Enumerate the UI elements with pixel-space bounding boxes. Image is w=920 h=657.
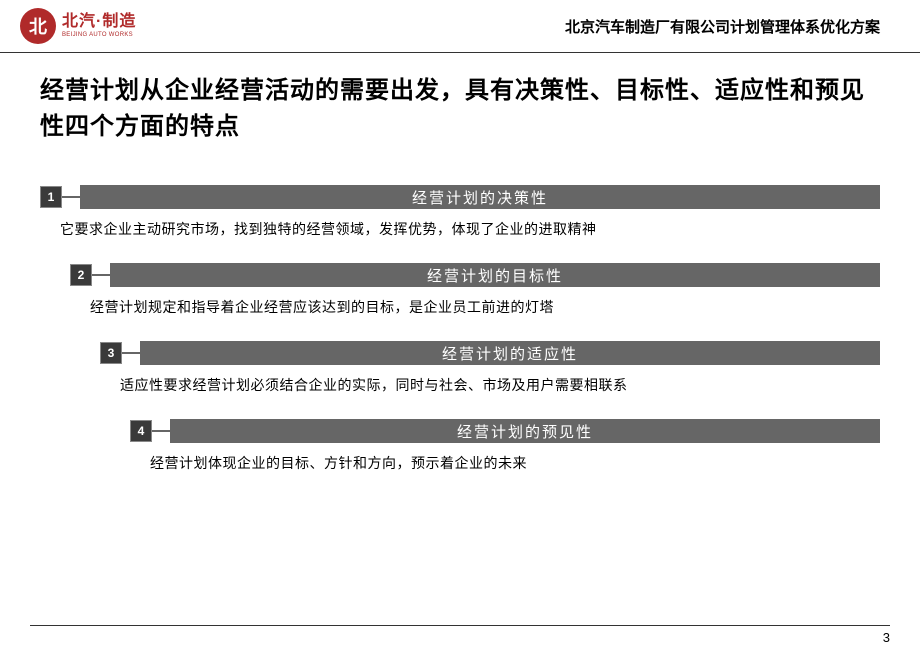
- logo-symbol: 北: [29, 13, 47, 39]
- page-footer: 3: [30, 625, 890, 645]
- logo-cn: 北汽·制造: [62, 14, 136, 30]
- item-description: 经营计划体现企业的目标、方针和方向，预示着企业的未来: [150, 443, 880, 479]
- list-item: 2 经营计划的目标性 经营计划规定和指导着企业经营应该达到的目标，是企业员工前进…: [40, 263, 880, 323]
- connector-line: [92, 274, 110, 276]
- item-description: 经营计划规定和指导着企业经营应该达到的目标，是企业员工前进的灯塔: [90, 287, 880, 323]
- item-number: 4: [130, 420, 152, 442]
- logo-icon: 北: [20, 8, 56, 44]
- item-title-bar: 经营计划的预见性: [170, 419, 880, 443]
- connector-line: [62, 196, 80, 198]
- item-header: 3 经营计划的适应性: [40, 341, 880, 365]
- logo-en: BEIJING AUTO WORKS: [62, 32, 136, 38]
- item-number: 1: [40, 186, 62, 208]
- items-list: 1 经营计划的决策性 它要求企业主动研究市场，找到独特的经营领域，发挥优势，体现…: [0, 155, 920, 479]
- connector-line: [152, 430, 170, 432]
- main-title: 经营计划从企业经营活动的需要出发，具有决策性、目标性、适应性和预见性四个方面的特…: [0, 53, 920, 155]
- logo-area: 北 北汽·制造 BEIJING AUTO WORKS: [20, 8, 136, 44]
- item-title-bar: 经营计划的决策性: [80, 185, 880, 209]
- item-description: 它要求企业主动研究市场，找到独特的经营领域，发挥优势，体现了企业的进取精神: [60, 209, 880, 245]
- page-number: 3: [883, 630, 890, 645]
- list-item: 3 经营计划的适应性 适应性要求经营计划必须结合企业的实际，同时与社会、市场及用…: [40, 341, 880, 401]
- item-header: 2 经营计划的目标性: [40, 263, 880, 287]
- list-item: 4 经营计划的预见性 经营计划体现企业的目标、方针和方向，预示着企业的未来: [40, 419, 880, 479]
- connector-line: [122, 352, 140, 354]
- item-number: 2: [70, 264, 92, 286]
- item-header: 4 经营计划的预见性: [40, 419, 880, 443]
- page-header: 北 北汽·制造 BEIJING AUTO WORKS 北京汽车制造厂有限公司计划…: [0, 0, 920, 53]
- item-title-bar: 经营计划的目标性: [110, 263, 880, 287]
- item-description: 适应性要求经营计划必须结合企业的实际，同时与社会、市场及用户需要相联系: [120, 365, 880, 401]
- logo-text: 北汽·制造 BEIJING AUTO WORKS: [62, 14, 136, 38]
- item-header: 1 经营计划的决策性: [40, 185, 880, 209]
- header-title: 北京汽车制造厂有限公司计划管理体系优化方案: [565, 16, 880, 37]
- item-number: 3: [100, 342, 122, 364]
- item-title-bar: 经营计划的适应性: [140, 341, 880, 365]
- list-item: 1 经营计划的决策性 它要求企业主动研究市场，找到独特的经营领域，发挥优势，体现…: [40, 185, 880, 245]
